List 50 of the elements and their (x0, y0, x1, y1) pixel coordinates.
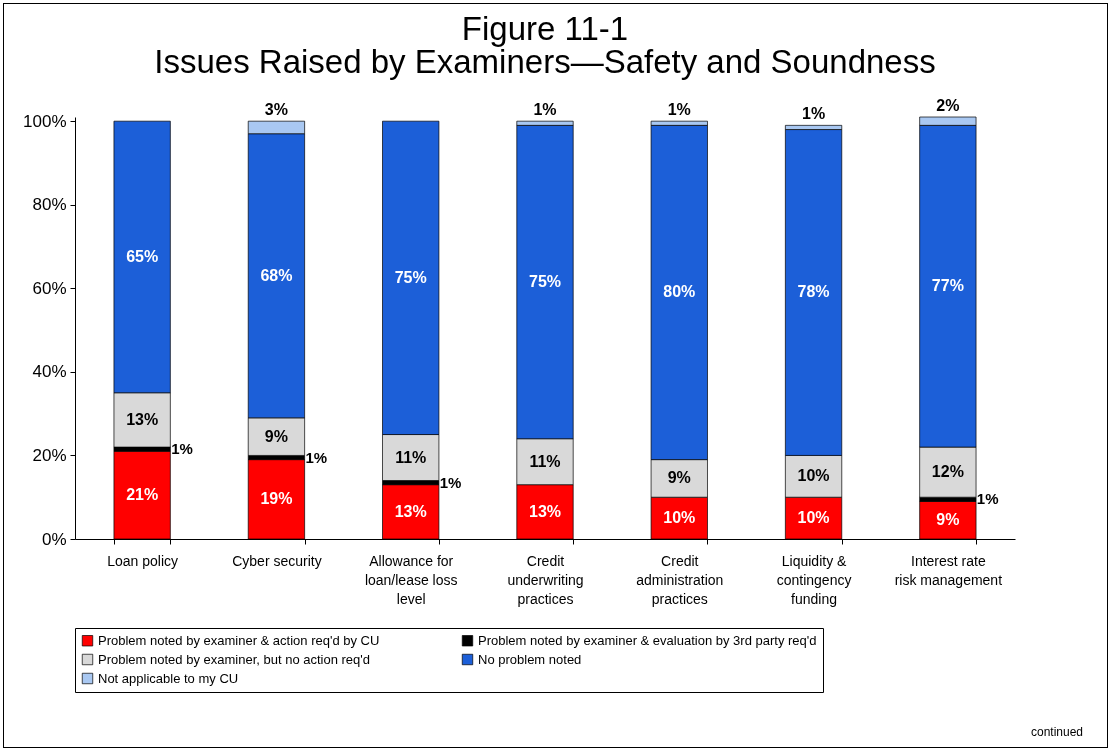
data-label: 77% (931, 277, 964, 295)
legend-label: Problem noted by examiner & evaluation by 3rd party req'd (478, 632, 817, 648)
y-tick-label: 0% (41, 529, 67, 549)
x-tick-label: Liquidity & contingency funding (776, 552, 852, 607)
data-label: 13% (126, 410, 159, 428)
x-tick-label: Cyber security (232, 552, 322, 569)
data-label: 1% (305, 448, 328, 466)
data-label: 3% (264, 101, 288, 119)
data-label: 9% (264, 427, 288, 445)
x-tick-label: Credit underwriting practices (507, 552, 584, 607)
legend-label: No problem noted (478, 651, 582, 667)
data-label: 21% (126, 486, 159, 504)
data-label: 1% (802, 105, 826, 123)
data-label: 2% (936, 97, 960, 114)
legend-label: Problem noted by examiner & action req'd by CU (98, 632, 380, 648)
data-label: 19% (260, 490, 293, 508)
data-label: 9% (936, 511, 960, 529)
data-label: 1% (976, 490, 999, 508)
y-tick-label: 40% (32, 362, 67, 382)
data-label: 80% (663, 283, 696, 301)
x-tick-label: Loan policy (107, 552, 179, 569)
data-label: 13% (528, 502, 562, 520)
legend-label: Problem noted by examiner, but no action req'd (98, 651, 371, 667)
legend-label: Not applicable to my CU (98, 670, 239, 686)
data-label: 75% (394, 268, 427, 286)
y-tick-label: 100% (23, 111, 67, 131)
y-tick-label: 20% (32, 445, 67, 465)
data-label: 1% (439, 473, 462, 491)
x-tick-label: Credit administration practices (636, 552, 724, 607)
y-tick-label: 60% (32, 278, 67, 298)
data-label: 11% (395, 448, 427, 466)
data-label: 13% (394, 502, 427, 520)
data-label: 78% (797, 283, 830, 301)
data-label: 1% (533, 101, 557, 119)
data-label: 10% (797, 509, 830, 527)
data-label: 9% (667, 469, 691, 487)
data-label: 65% (126, 247, 159, 265)
data-label: 10% (797, 467, 830, 485)
data-label: 1% (171, 440, 193, 458)
y-tick-label: 80% (32, 195, 67, 215)
data-label: 12% (931, 463, 964, 481)
data-label: 10% (663, 509, 696, 527)
data-label: 68% (260, 266, 293, 284)
data-label: 75% (528, 273, 562, 291)
data-label: 1% (667, 101, 691, 119)
data-label: 11% (529, 452, 561, 470)
chart-title: Figure 11-1 (461, 10, 629, 47)
x-tick-label: Allowance for loan/lease loss level (364, 552, 458, 607)
x-tick-label: Interest rate risk management (894, 552, 1003, 588)
text: continued (1030, 725, 1083, 739)
